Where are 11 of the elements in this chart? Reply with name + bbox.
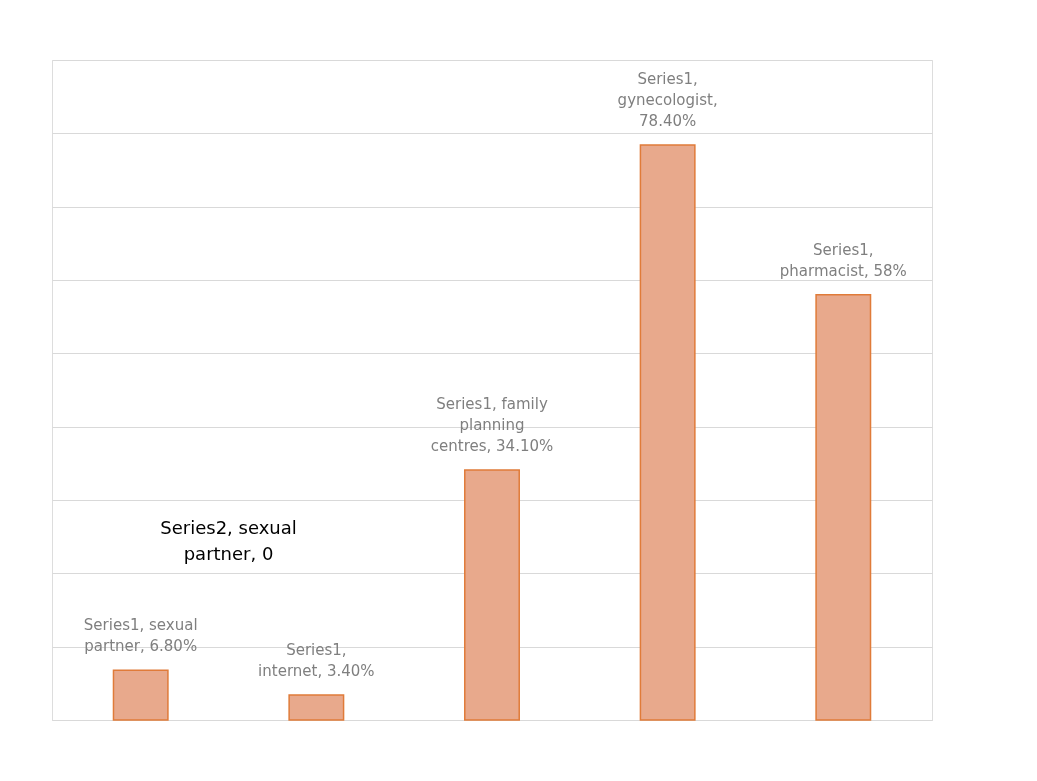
bar: [112, 669, 169, 721]
bar: [815, 293, 872, 721]
bar: [639, 144, 696, 721]
bar: [288, 694, 345, 721]
data-label: Series1, gynecologist, 78.40%: [617, 70, 718, 131]
annotation: Series2, sexual partner, 0: [160, 517, 297, 564]
bar: [464, 469, 520, 721]
data-label: Series1, pharmacist, 58%: [779, 240, 907, 280]
data-label: Series1, sexual partner, 6.80%: [83, 616, 198, 656]
data-label: Series1, family planning centres, 34.10%: [430, 394, 554, 455]
data-label: Series1, internet, 3.40%: [258, 641, 375, 681]
